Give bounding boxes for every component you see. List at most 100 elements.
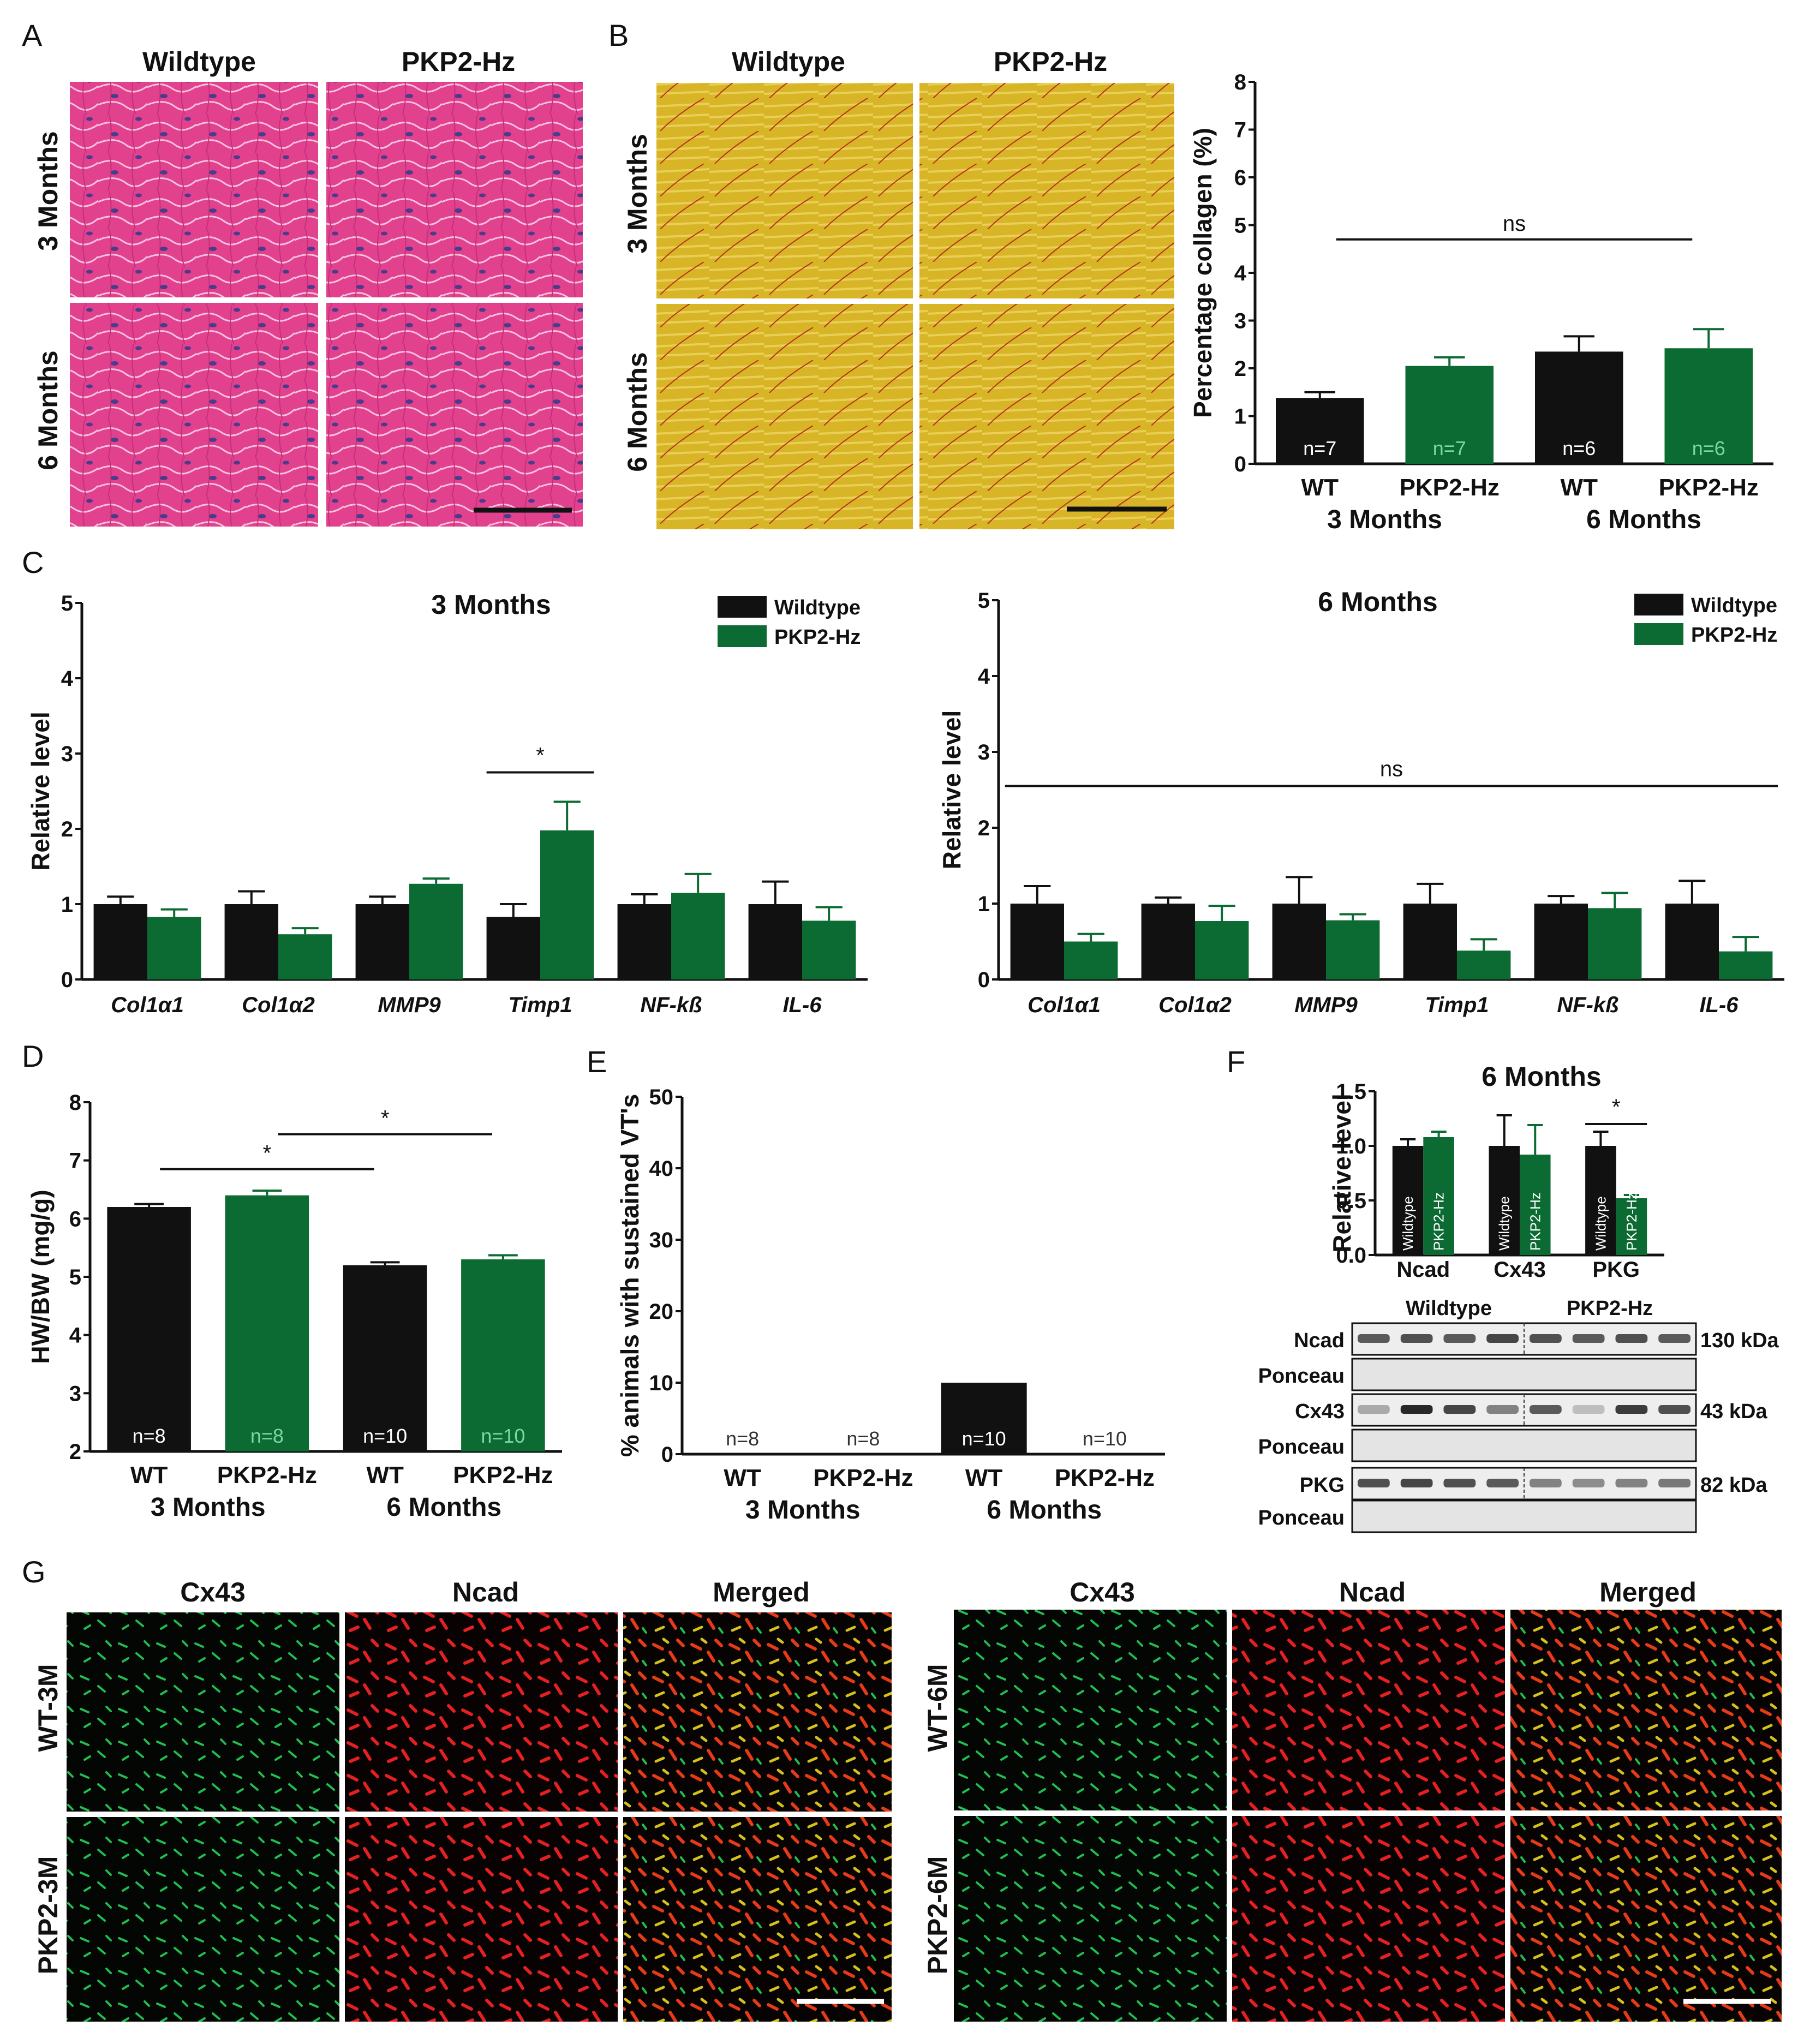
y-tick-label: 2 [1234,357,1246,381]
panel-g-row-wt-6m: WT-6M [922,1664,953,1752]
n-label: n=10 [1083,1427,1127,1450]
panel-letter-b: B [608,18,629,52]
y-tick-label: 7 [69,1149,81,1173]
chart-b-collagen: 0 1 2 3 4 5 6 7 8 Percentage collagen (%) n=7 WT n=7… [1188,70,1773,534]
chart-title: 3 Months [431,589,551,620]
y-tick-label: 1 [978,892,990,916]
y-tick-label: 4 [69,1324,82,1348]
y-tick-label: 0 [61,968,73,992]
x-tick-label: PKG [1592,1258,1640,1282]
y-axis-label: Relative level [1328,1093,1356,1253]
n-label: n=8 [846,1427,880,1450]
bar [540,830,594,979]
y-tick-label: 20 [649,1300,674,1324]
blot-band [1615,1405,1648,1414]
blot-band [1400,1334,1433,1343]
x-tick-label: Ncad [1396,1258,1450,1282]
blot-band [1530,1479,1562,1487]
bar [355,904,409,979]
blot-band [1615,1334,1648,1343]
panel-a-micrograph [326,82,583,297]
x-tick-label: WT [1561,474,1598,501]
y-tick-label: 7 [1234,118,1246,142]
bar [343,1265,427,1451]
n-label: n=10 [962,1427,1006,1450]
bar [486,917,540,979]
panel-g-col-cx43-right: Cx43 [1070,1577,1135,1607]
x-tick-label: PKP2-Hz [813,1465,913,1491]
blot-band [1572,1479,1605,1487]
chart-c-3-months: 0 1 2 3 4 5 Relative level Col1α1 Col1α2 MMP9 Timp… [26,589,868,1017]
panel-g-col-ncad-right: Ncad [1339,1577,1406,1607]
bar [409,883,463,979]
bar [1326,920,1380,979]
x-tick-label: PKP2-Hz [1055,1465,1155,1491]
panel-a-row-3m: 3 Months [33,131,63,250]
bar [1457,951,1511,979]
y-tick-label: 1.5 [1336,1080,1366,1104]
x-tick-label: PKP2-Hz [453,1462,553,1489]
y-tick-label: 3 [978,740,990,764]
n-label: n=7 [1303,437,1336,459]
bar-label: Wildtype [1592,1196,1609,1251]
significance-label: * [536,744,545,768]
n-label: n=8 [250,1425,284,1447]
bar [461,1259,545,1451]
x-tick-label: WT [965,1465,1003,1491]
blot-band [1658,1334,1691,1343]
y-tick-label: 8 [69,1091,81,1115]
blot-size-label: 82 kDa [1700,1474,1767,1497]
panel-b-micrograph [919,83,1174,298]
group-label: 6 Months [386,1493,501,1522]
panel-b-histology: Wildtype PKP2-Hz 3 Months 6 Months [622,46,1174,529]
y-tick-label: 3 [1234,309,1246,333]
y-tick-label: 1 [61,893,73,917]
legend-label: Wildtype [1691,594,1777,617]
bar [748,904,802,979]
panel-g-image-green [67,1817,339,2022]
x-tick-label: Col1α2 [1158,993,1232,1017]
y-tick-label: 50 [649,1085,674,1109]
legend-swatch [1634,594,1683,615]
panel-b-row-3m: 3 Months [622,134,653,253]
x-tick-label: IL-6 [1699,993,1739,1017]
blot-band [1400,1405,1433,1414]
panel-a-micrograph [326,303,583,527]
panel-letter-f: F [1227,1044,1245,1079]
blot-row-label: Ponceau [1258,1436,1345,1459]
bar [617,904,671,979]
x-tick-label: NF-kß [1557,993,1618,1017]
n-label: n=6 [1562,437,1596,459]
n-label: n=6 [1692,437,1725,459]
bar [1664,348,1753,464]
panel-g-image-red [345,1817,618,2022]
y-tick-label: 0.0 [1336,1244,1366,1268]
blot-band [1658,1405,1691,1414]
blot-band [1658,1479,1691,1487]
y-tick-label: 6 [69,1207,81,1231]
blot-strip [1351,1429,1697,1462]
panel-b-micrograph [656,83,913,298]
panel-g-col-merged-left: Merged [713,1577,810,1607]
x-tick-label: WT [366,1462,404,1489]
blot-band [1443,1334,1476,1343]
bar [1534,904,1588,979]
panel-g-row-pkp2-3m: PKP2-3M [33,1856,63,1975]
y-tick-label: 6 [1234,166,1246,190]
y-tick-label: 5 [61,591,73,615]
bar [1588,908,1642,979]
bar [278,934,332,979]
bar-label: Wildtype [1496,1196,1513,1251]
panel-f-western-blot: Wildtype PKP2-Hz Ncad 130 kDa Ponceau Cx43 43 … [1258,1297,1779,1533]
panel-b-col-wildtype: Wildtype [732,46,845,77]
blot-group-label: Wildtype [1406,1297,1492,1320]
x-tick-label: Col1α1 [1028,993,1101,1017]
bar [225,1195,309,1451]
panel-a-histology: Wildtype PKP2-Hz 3 Months 6 Months [33,46,583,527]
bar [1535,351,1623,464]
blot-band [1443,1405,1476,1414]
significance-label: ns [1503,212,1526,236]
panel-letter-e: E [587,1044,607,1079]
panel-g-immunofluorescence: Cx43 Ncad Merged Cx43 Ncad Merged WT-3M … [33,1577,1782,2022]
y-tick-label: 4 [61,667,74,691]
